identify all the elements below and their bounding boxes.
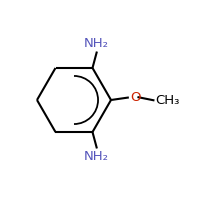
Text: NH₂: NH₂ — [83, 37, 108, 50]
Text: NH₂: NH₂ — [83, 150, 108, 163]
Text: CH₃: CH₃ — [155, 94, 179, 107]
Text: O: O — [130, 91, 140, 104]
